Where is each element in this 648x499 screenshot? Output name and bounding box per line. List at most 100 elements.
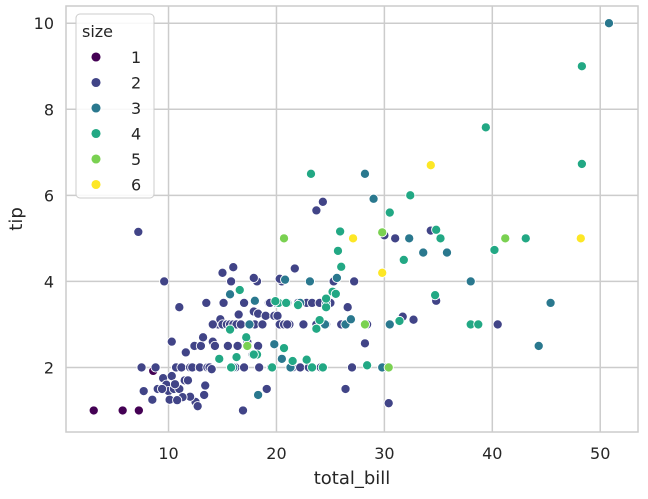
- data-point-size-4: [307, 362, 318, 373]
- data-point-size-2: [342, 302, 353, 313]
- plot-frame: [65, 5, 639, 433]
- data-point-size-4: [270, 296, 281, 307]
- data-point-size-2: [201, 297, 212, 308]
- data-point-size-1: [133, 405, 144, 416]
- data-point-size-2: [198, 332, 209, 343]
- data-point-size-5: [377, 227, 388, 238]
- data-point-size-4: [241, 332, 252, 343]
- data-point-size-2: [192, 401, 203, 412]
- data-point-size-2: [282, 319, 293, 330]
- data-point-size-5: [242, 340, 253, 351]
- legend-title: size: [82, 22, 113, 41]
- data-point-size-2: [172, 395, 183, 406]
- data-point-size-4: [431, 224, 442, 235]
- data-point-size-3: [224, 289, 236, 300]
- legend-box: [75, 13, 155, 199]
- data-point-size-6: [348, 233, 359, 244]
- legend-marker-1: [90, 51, 102, 63]
- data-point-size-4: [287, 355, 298, 367]
- legend-marker-6: [90, 179, 102, 190]
- data-point-size-4: [405, 190, 416, 201]
- y-tick-label: 2: [44, 358, 54, 377]
- data-point-size-2: [228, 262, 239, 273]
- data-point-size-2: [261, 383, 272, 395]
- data-point-size-2: [169, 379, 181, 390]
- data-point-size-4: [362, 360, 373, 371]
- data-point-size-2: [340, 383, 351, 395]
- data-point-size-3: [404, 233, 415, 244]
- data-point-size-2: [383, 398, 394, 409]
- data-point-size-2: [209, 340, 220, 351]
- data-point-size-6: [425, 160, 436, 171]
- x-tick-label: 10: [158, 444, 178, 463]
- data-point-size-2: [226, 276, 237, 287]
- data-point-size-2: [199, 389, 210, 401]
- data-point-size-4: [473, 319, 484, 330]
- data-point-size-3: [359, 168, 371, 179]
- data-point-size-4: [480, 122, 491, 133]
- data-points: [88, 18, 615, 416]
- data-point-size-2: [180, 347, 191, 358]
- data-point-size-4: [214, 353, 225, 364]
- legend-label-4: 4: [131, 125, 141, 144]
- y-tick-label: 6: [44, 186, 54, 205]
- data-point-size-2: [248, 272, 259, 284]
- data-point-size-2: [206, 364, 217, 375]
- x-tick-labels: 10 20 30 40 50: [158, 444, 610, 463]
- x-tick-label: 50: [590, 444, 610, 463]
- data-point-size-2: [257, 319, 268, 330]
- y-tick-label: 10: [34, 14, 54, 33]
- data-point-size-2: [147, 394, 158, 405]
- legend-marker-4: [90, 128, 102, 139]
- data-point-size-4: [234, 284, 245, 296]
- data-point-size-2: [218, 297, 229, 308]
- data-point-size-2: [136, 362, 147, 373]
- data-point-size-3: [244, 319, 255, 330]
- data-point-size-3: [345, 314, 356, 325]
- x-tick-label: 30: [374, 444, 394, 463]
- data-point-size-4: [226, 362, 237, 373]
- y-tick-labels: 2 4 6 8 10: [34, 14, 54, 377]
- data-point-size-2: [182, 375, 194, 386]
- data-point-size-6: [377, 267, 388, 278]
- legend-label-1: 1: [131, 48, 141, 67]
- data-point-size-4: [231, 352, 242, 363]
- data-point-size-3: [331, 272, 342, 284]
- data-point-size-2: [166, 336, 177, 347]
- data-point-size-2: [239, 362, 250, 373]
- data-point-size-4: [336, 261, 347, 272]
- data-point-size-2: [359, 338, 371, 349]
- data-point-size-2: [260, 310, 271, 321]
- legend-label-2: 2: [131, 74, 141, 93]
- x-axis-label: total_bill: [314, 468, 391, 489]
- data-point-size-3: [368, 193, 379, 204]
- y-axis-label: tip: [6, 207, 27, 230]
- data-point-size-2: [311, 205, 322, 216]
- data-point-size-4: [430, 290, 441, 301]
- data-point-size-2: [295, 362, 306, 373]
- data-point-size-4: [520, 233, 531, 244]
- data-point-size-3: [465, 276, 476, 287]
- data-point-size-4: [311, 323, 322, 334]
- data-point-size-2: [239, 297, 250, 308]
- data-point-size-2: [233, 309, 244, 320]
- data-point-size-2: [195, 340, 206, 351]
- data-point-size-2: [207, 319, 218, 330]
- data-point-size-4: [321, 302, 332, 313]
- legend-label-5: 5: [131, 150, 141, 169]
- data-point-size-4: [301, 354, 312, 365]
- data-point-size-2: [298, 319, 309, 330]
- data-point-size-4: [321, 293, 332, 304]
- data-point-size-2: [200, 380, 211, 391]
- data-point-size-4: [224, 324, 236, 335]
- data-point-size-4: [398, 254, 409, 265]
- data-point-size-2: [133, 226, 144, 237]
- data-point-size-2: [174, 302, 185, 313]
- y-tick-label: 8: [44, 100, 54, 119]
- data-point-size-2: [492, 319, 503, 330]
- data-point-size-4: [330, 288, 341, 299]
- data-point-size-2: [317, 196, 328, 207]
- data-point-size-4: [394, 315, 405, 327]
- data-point-size-4: [335, 226, 346, 237]
- data-point-size-4: [305, 168, 317, 179]
